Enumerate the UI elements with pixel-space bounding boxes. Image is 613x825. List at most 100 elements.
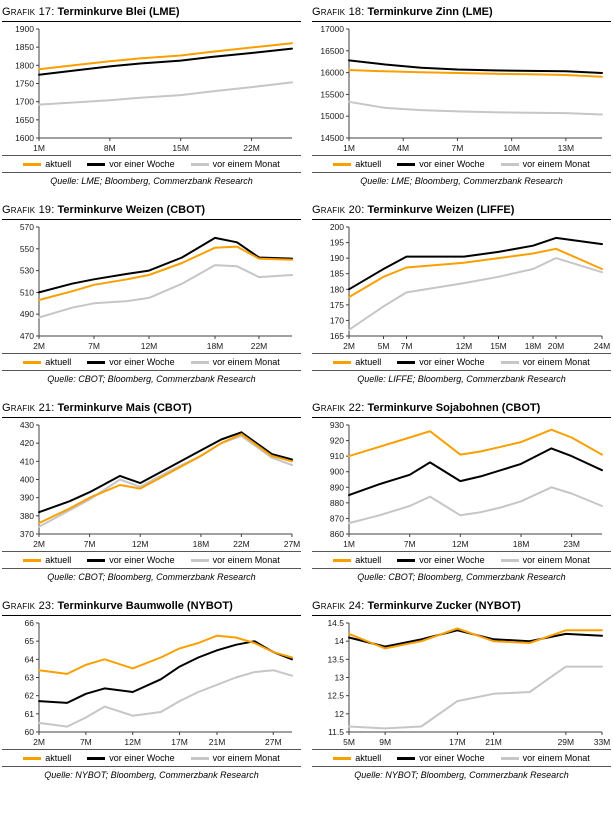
- legend-label: vor einer Woche: [419, 357, 485, 367]
- series-aktuell: [348, 247, 603, 299]
- chart-canvas: 470 490 510 530 550 570 2M 7M 12M 18M 22M: [20, 222, 293, 351]
- legend-label: vor einer Woche: [109, 753, 175, 763]
- chart-title-text: Terminkurve Mais (CBOT): [57, 402, 192, 414]
- chart-legend: aktuell vor einer Woche vor einem Monat: [2, 551, 301, 569]
- chart-title: Grafik 21: Terminkurve Mais (CBOT): [2, 401, 301, 415]
- svg-text:12.5: 12.5: [327, 691, 344, 701]
- legend-label: vor einem Monat: [212, 753, 280, 763]
- legend-swatch-woche: [397, 558, 416, 562]
- chart-panel-weizen-liffe: Grafik 20: Terminkurve Weizen (LIFFE) 16…: [312, 203, 611, 384]
- series-vor-einer-woche: [38, 640, 293, 704]
- title-divider: [2, 417, 301, 418]
- svg-text:165: 165: [330, 331, 344, 341]
- legend-item-aktuell: aktuell: [23, 357, 71, 367]
- chart-legend: aktuell vor einer Woche vor einem Monat: [2, 353, 301, 371]
- svg-text:10M: 10M: [503, 143, 520, 153]
- legend-swatch-woche: [397, 360, 416, 364]
- chart-title-text: Terminkurve Baumwolle (NYBOT): [57, 600, 233, 612]
- legend-label: aktuell: [355, 753, 382, 763]
- svg-text:5M: 5M: [343, 737, 355, 747]
- svg-text:17M: 17M: [171, 737, 188, 747]
- legend-item-woche: vor einer Woche: [397, 753, 485, 763]
- legend-label: vor einer Woche: [419, 555, 485, 565]
- svg-text:33M: 33M: [594, 737, 610, 747]
- legend-swatch-monat: [190, 756, 209, 760]
- svg-text:510: 510: [20, 287, 34, 297]
- svg-text:185: 185: [330, 269, 344, 279]
- svg-text:24M: 24M: [594, 341, 610, 351]
- chart-legend: aktuell vor einer Woche vor einem Monat: [2, 749, 301, 767]
- legend-swatch-monat: [190, 558, 209, 562]
- chart-source: Quelle: LME; Bloomberg, Commerzbank Rese…: [360, 176, 563, 186]
- chart-source: Quelle: CBOT; Bloomberg, Commerzbank Res…: [357, 572, 566, 582]
- svg-text:860: 860: [330, 529, 344, 539]
- svg-text:380: 380: [20, 511, 34, 521]
- svg-text:16000: 16000: [320, 68, 344, 78]
- svg-text:900: 900: [330, 467, 344, 477]
- svg-text:22M: 22M: [243, 143, 260, 153]
- svg-text:64: 64: [25, 654, 35, 664]
- svg-text:910: 910: [330, 451, 344, 461]
- chart-panel-weizen-cbot: Grafik 19: Terminkurve Weizen (CBOT) 470…: [2, 203, 301, 384]
- title-divider: [312, 219, 611, 220]
- title-divider: [2, 615, 301, 616]
- chart-canvas: 60 61 62 63 64 65 66 2M 7M 12M 17M 21M 27M: [25, 618, 293, 747]
- legend-swatch-aktuell: [23, 360, 42, 364]
- chart-title-text: Terminkurve Weizen (LIFFE): [367, 204, 515, 216]
- series-vor-einer-woche: [348, 236, 603, 291]
- legend-swatch-woche: [87, 756, 106, 760]
- legend-label: vor einem Monat: [212, 357, 280, 367]
- svg-text:175: 175: [330, 300, 344, 310]
- svg-text:15M: 15M: [172, 143, 189, 153]
- svg-text:1900: 1900: [15, 24, 34, 34]
- svg-text:420: 420: [20, 438, 34, 448]
- series-vor-einer-woche: [38, 236, 293, 294]
- svg-text:63: 63: [25, 673, 35, 683]
- legend-item-aktuell: aktuell: [333, 555, 381, 565]
- legend-item-monat: vor einem Monat: [190, 357, 280, 367]
- svg-text:490: 490: [20, 309, 34, 319]
- svg-text:7M: 7M: [452, 143, 464, 153]
- title-divider: [312, 615, 611, 616]
- series-vor-einem-monat: [348, 486, 603, 525]
- svg-text:1750: 1750: [15, 79, 34, 89]
- svg-text:2M: 2M: [33, 737, 45, 747]
- svg-text:17000: 17000: [320, 24, 344, 34]
- series-aktuell: [38, 42, 293, 71]
- svg-text:880: 880: [330, 498, 344, 508]
- svg-text:16500: 16500: [320, 46, 344, 56]
- chart-canvas: 165 170 175 180 185 190 195 200 2M 5M 7M 12M 15M 18M 2…: [330, 222, 610, 351]
- chart-number: Grafik 22:: [312, 402, 365, 414]
- svg-text:2M: 2M: [33, 539, 45, 549]
- svg-text:2M: 2M: [33, 341, 45, 351]
- series-vor-einer-woche: [38, 47, 293, 76]
- chart-title: Grafik 24: Terminkurve Zucker (NYBOT): [312, 599, 611, 613]
- legend-label: aktuell: [45, 555, 72, 565]
- series-aktuell: [38, 245, 293, 301]
- series-vor-einem-monat: [38, 669, 293, 728]
- legend-item-aktuell: aktuell: [23, 555, 71, 565]
- series-aktuell: [348, 428, 603, 458]
- chart-title-text: Terminkurve Weizen (CBOT): [57, 204, 206, 216]
- svg-text:920: 920: [330, 436, 344, 446]
- svg-text:400: 400: [20, 475, 34, 485]
- title-divider: [2, 219, 301, 220]
- chart-canvas: 14500 15000 15500 16000 16500 17000 1M 4M 7M 10M 1…: [320, 24, 603, 153]
- svg-text:870: 870: [330, 513, 344, 523]
- legend-swatch-aktuell: [333, 756, 352, 760]
- legend-swatch-woche: [87, 558, 106, 562]
- legend-item-aktuell: aktuell: [23, 159, 71, 169]
- legend-item-woche: vor einer Woche: [87, 555, 175, 565]
- legend-item-monat: vor einem Monat: [500, 159, 590, 169]
- svg-text:14500: 14500: [320, 133, 344, 143]
- legend-swatch-aktuell: [23, 162, 42, 166]
- series-aktuell: [348, 627, 603, 650]
- series-vor-einem-monat: [348, 257, 603, 331]
- legend-item-monat: vor einem Monat: [190, 753, 280, 763]
- chart-title: Grafik 22: Terminkurve Sojabohnen (CBOT): [312, 401, 611, 415]
- svg-text:21M: 21M: [209, 737, 226, 747]
- chart-canvas: 860 870 880 890 900 910 920 930 1M 7M 12M 18M 23M: [330, 420, 603, 549]
- svg-text:7M: 7M: [80, 737, 92, 747]
- svg-text:180: 180: [330, 284, 344, 294]
- svg-text:8M: 8M: [104, 143, 116, 153]
